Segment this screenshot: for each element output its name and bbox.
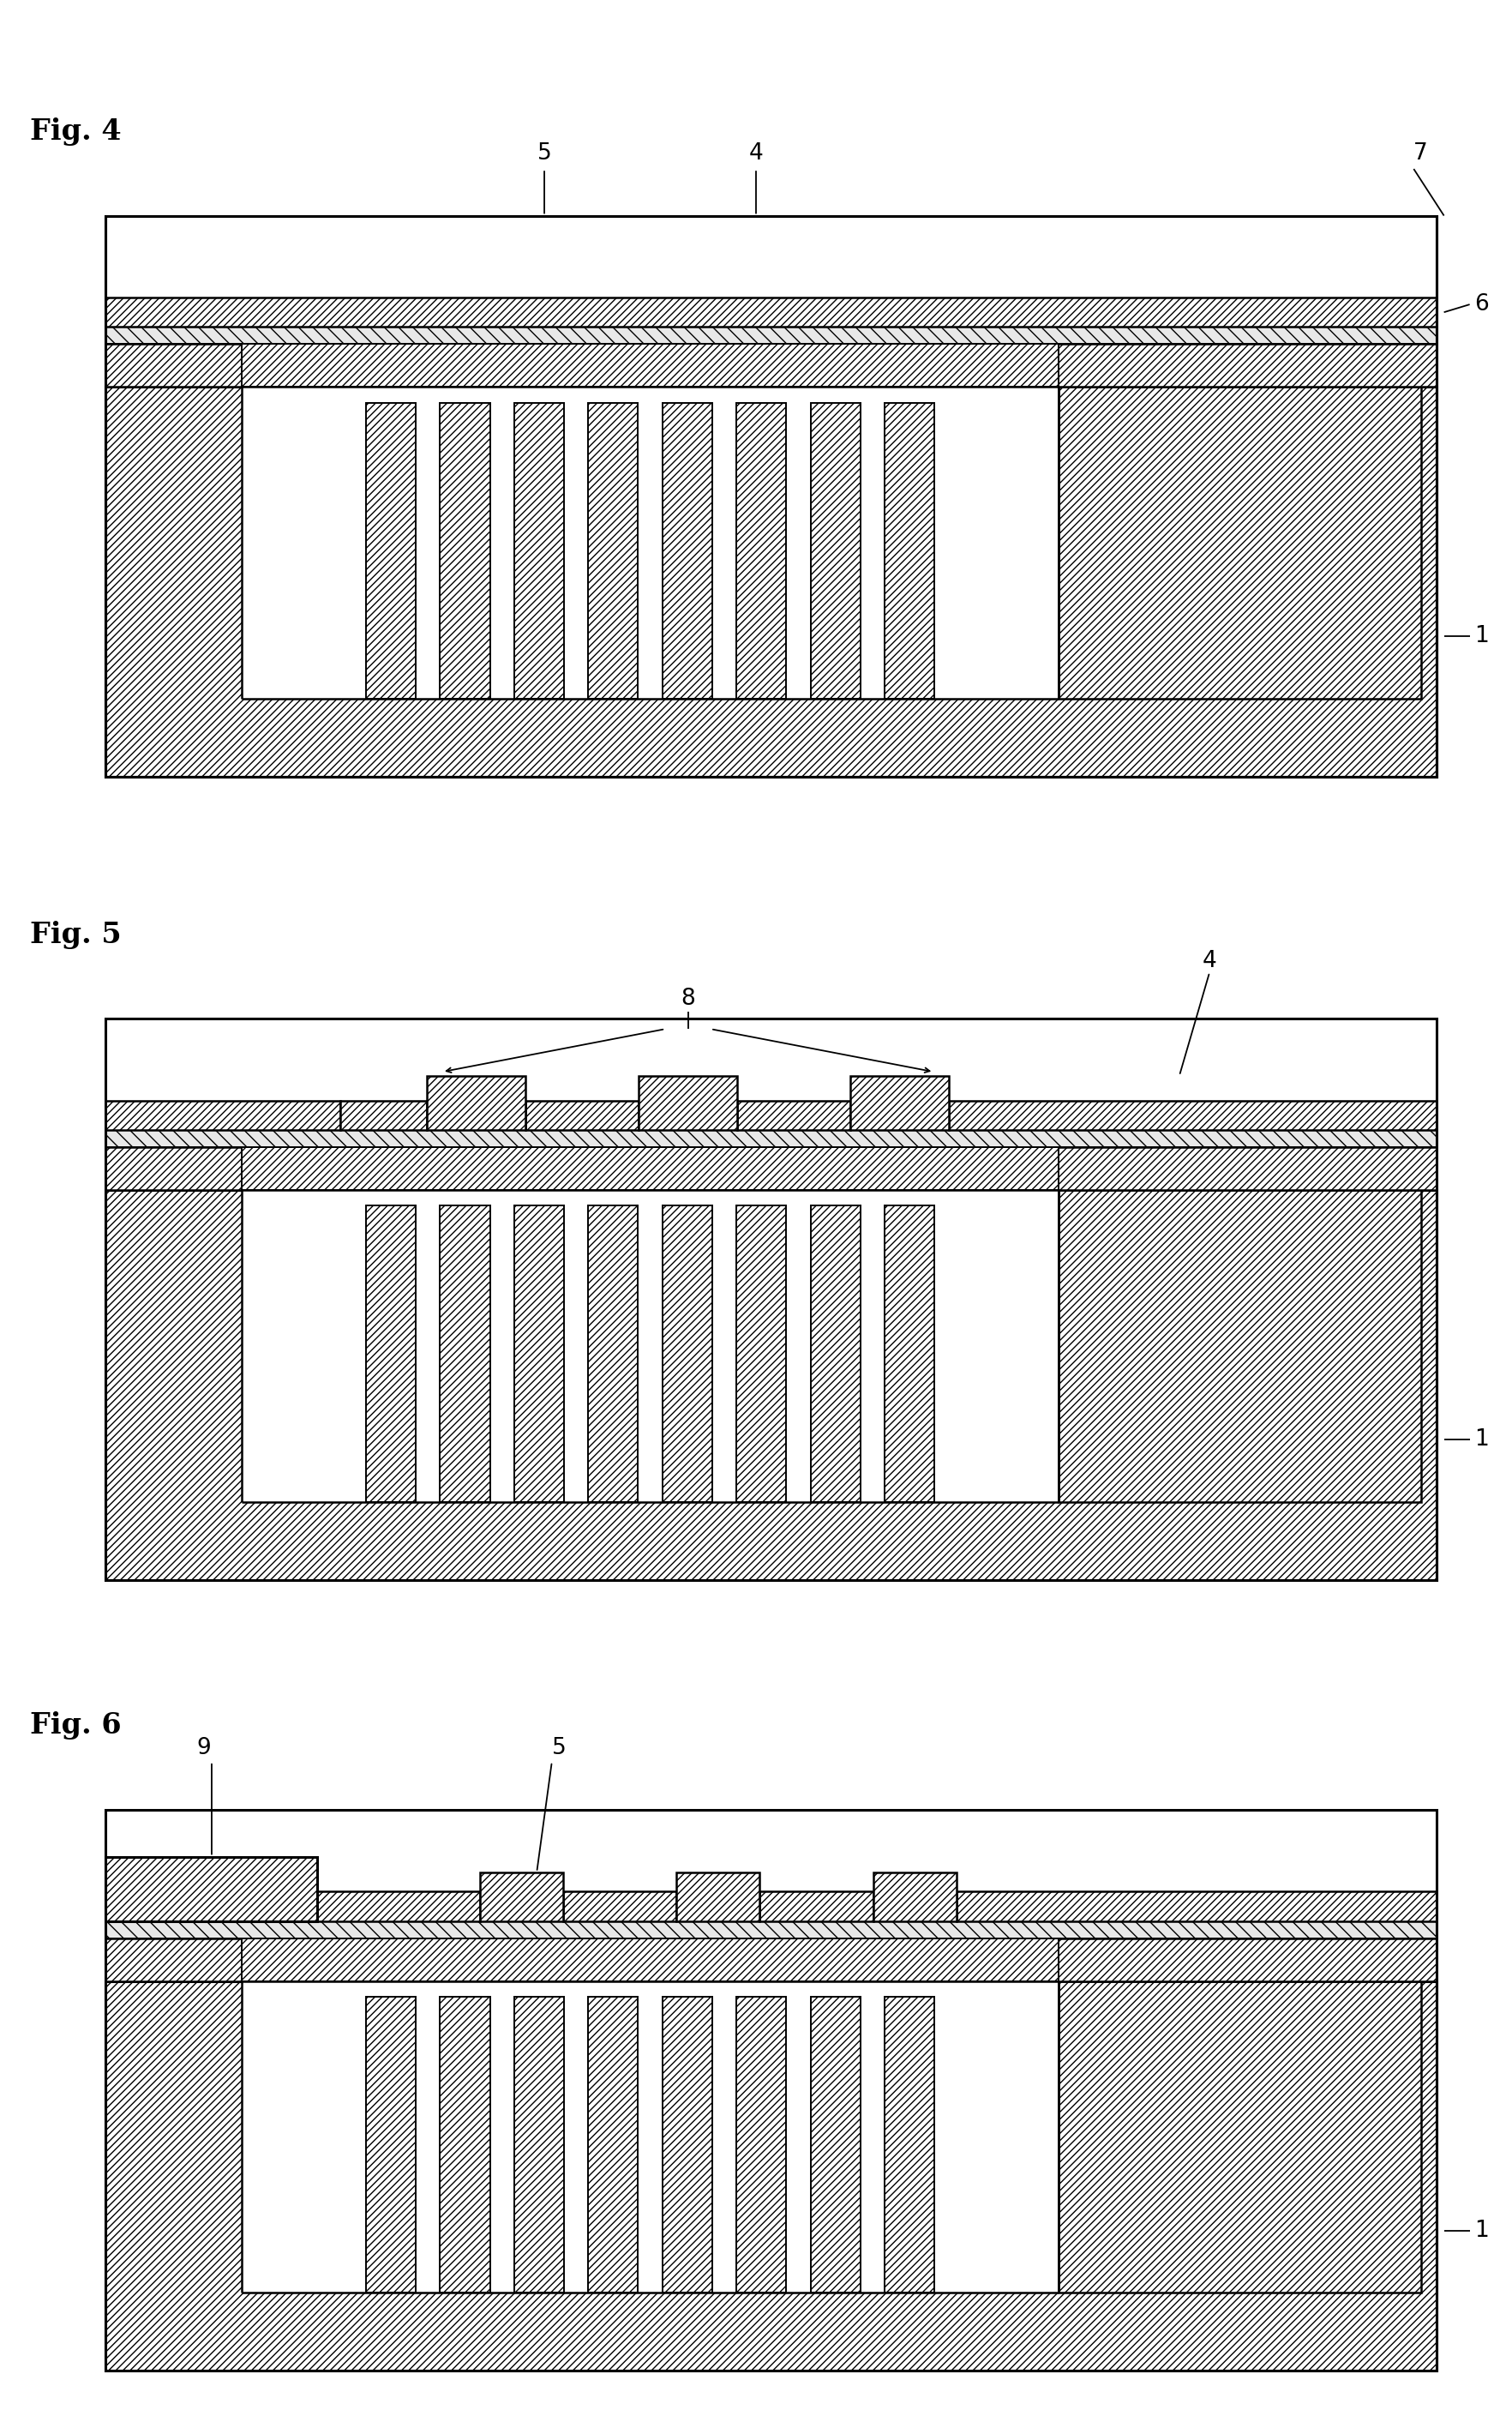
Bar bbox=[588, 1996, 638, 2293]
Bar bbox=[564, 1891, 677, 1920]
Bar bbox=[677, 1872, 761, 1920]
Bar bbox=[588, 1205, 638, 1502]
Bar bbox=[736, 1205, 786, 1502]
Bar bbox=[736, 1996, 786, 2293]
Bar bbox=[106, 1100, 340, 1129]
Bar bbox=[106, 297, 1436, 326]
Bar bbox=[885, 1996, 934, 2293]
Bar bbox=[850, 1076, 950, 1129]
Bar bbox=[1058, 387, 1421, 699]
Bar bbox=[106, 1937, 1436, 1981]
Bar bbox=[242, 1146, 1058, 1190]
Bar bbox=[738, 1100, 850, 1129]
Text: 4: 4 bbox=[1202, 949, 1217, 971]
Text: 7: 7 bbox=[1414, 144, 1427, 166]
Text: 8: 8 bbox=[680, 988, 696, 1010]
Bar bbox=[106, 1811, 1436, 2371]
Text: 5: 5 bbox=[552, 1738, 567, 1760]
Bar bbox=[874, 1872, 957, 1920]
Bar bbox=[426, 1076, 526, 1129]
Bar bbox=[106, 1020, 1436, 1580]
Bar bbox=[588, 402, 638, 699]
Bar bbox=[885, 1205, 934, 1502]
Bar bbox=[885, 402, 934, 699]
Bar bbox=[957, 1891, 1436, 1920]
Bar bbox=[481, 1872, 564, 1920]
Bar bbox=[106, 1981, 1436, 2371]
Bar bbox=[1058, 1981, 1421, 2293]
Bar bbox=[106, 1146, 1436, 1190]
Text: 1: 1 bbox=[1474, 626, 1488, 647]
Bar bbox=[106, 217, 1436, 776]
Bar bbox=[106, 343, 1436, 387]
Bar bbox=[514, 1996, 564, 2293]
Bar bbox=[514, 402, 564, 699]
Text: 9: 9 bbox=[197, 1738, 212, 1760]
Bar bbox=[242, 387, 1058, 699]
Bar bbox=[242, 1981, 1058, 2293]
Bar bbox=[662, 1205, 712, 1502]
Text: 1: 1 bbox=[1474, 1429, 1488, 1451]
Bar bbox=[638, 1076, 738, 1129]
Bar bbox=[761, 1891, 874, 1920]
Bar bbox=[242, 1190, 1058, 1502]
Bar bbox=[810, 402, 860, 699]
Bar bbox=[242, 343, 1058, 387]
Bar bbox=[242, 1937, 1058, 1981]
Bar bbox=[440, 402, 490, 699]
Text: 4: 4 bbox=[748, 144, 764, 166]
Text: 6: 6 bbox=[1474, 295, 1488, 316]
Bar bbox=[106, 1920, 1436, 1937]
Bar bbox=[366, 1205, 416, 1502]
Bar bbox=[950, 1100, 1436, 1129]
Bar bbox=[106, 1857, 318, 1920]
Bar bbox=[366, 402, 416, 699]
Bar bbox=[366, 1996, 416, 2293]
Bar bbox=[1058, 1190, 1421, 1502]
Text: Fig. 6: Fig. 6 bbox=[30, 1711, 121, 1740]
Bar bbox=[106, 217, 1436, 776]
Bar bbox=[810, 1205, 860, 1502]
Text: 5: 5 bbox=[537, 144, 552, 166]
Bar bbox=[662, 402, 712, 699]
Bar bbox=[318, 1891, 481, 1920]
Bar bbox=[440, 1205, 490, 1502]
Bar bbox=[106, 1190, 1436, 1580]
Bar bbox=[106, 326, 1436, 343]
Bar bbox=[810, 1996, 860, 2293]
Bar bbox=[106, 1129, 1436, 1146]
Text: Fig. 5: Fig. 5 bbox=[30, 920, 121, 949]
Bar bbox=[526, 1100, 638, 1129]
Bar bbox=[440, 1996, 490, 2293]
Bar bbox=[514, 1205, 564, 1502]
Bar bbox=[106, 387, 1436, 776]
Bar bbox=[340, 1100, 426, 1129]
Text: Fig. 4: Fig. 4 bbox=[30, 117, 121, 146]
Bar bbox=[662, 1996, 712, 2293]
Text: 1: 1 bbox=[1474, 2220, 1488, 2242]
Bar bbox=[736, 402, 786, 699]
